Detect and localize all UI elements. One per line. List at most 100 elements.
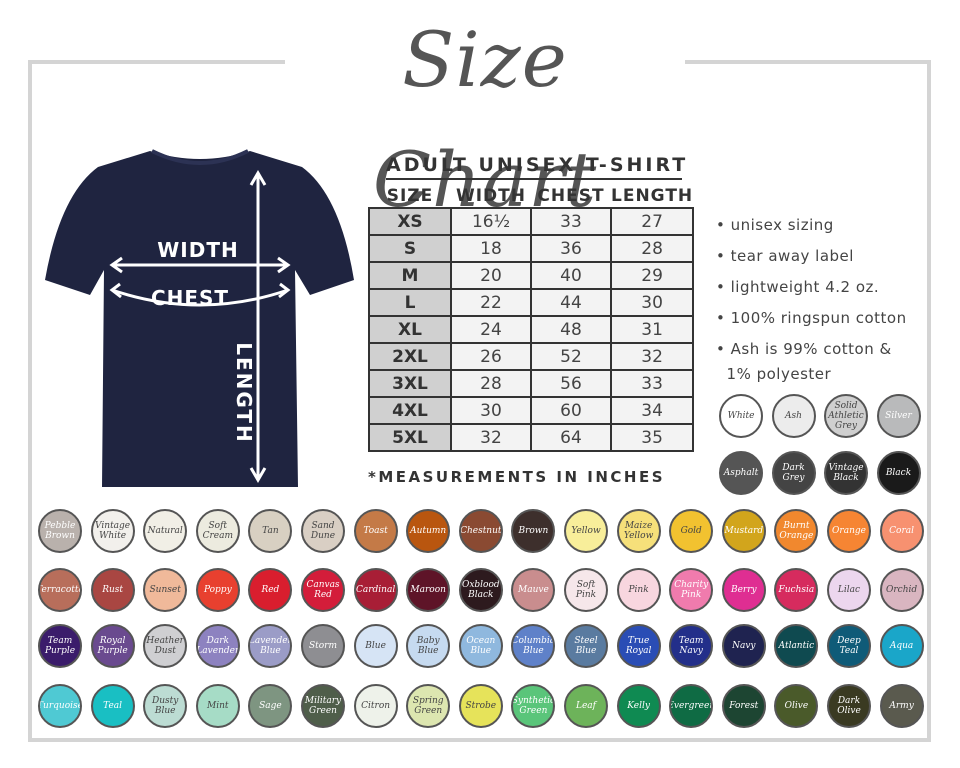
swatch-label: Mauve [517,585,549,595]
swatch-label: Poppy [203,585,232,595]
color-swatch: Soft Pink [564,568,608,612]
color-swatch: Dusty Blue [143,684,188,728]
measurement-cell: 22 [450,288,532,317]
measurement-cell: 60 [530,396,612,425]
color-swatch: Tan [248,509,293,553]
swatch-label: Mint [207,701,229,711]
color-swatch: Coral [879,509,924,553]
swatch-label: Citron [361,701,391,711]
swatch-label: Team Purple [44,636,76,656]
color-swatch: Asphalt [719,451,763,495]
swatch-label: Asphalt [723,468,759,478]
swatch-label: Strobe [465,701,497,711]
swatch-label: Forest [729,701,759,711]
color-swatch: Spring Green [406,684,451,728]
measurement-note: *MEASUREMENTS IN INCHES [368,468,665,486]
color-swatch: Baby Blue [406,624,451,668]
swatch-label: Coral [889,526,915,536]
swatch-label: Soft Pink [575,580,597,600]
swatch-label: Maize Yellow [623,521,654,541]
measurement-cell: 56 [530,369,612,398]
measurement-cell: 33 [609,369,695,398]
swatch-label: Terracotta [38,585,82,595]
swatch-label: Mustard [724,526,764,536]
color-swatch: Solid Athletic Grey [824,394,868,438]
swatch-label: Oxblood Black [461,580,500,600]
color-swatch: Blue [353,624,398,668]
measurement-cell: 52 [530,342,612,371]
color-swatch: Berry [721,568,766,612]
color-swatch: Toast [353,509,398,553]
swatch-label: Burnt Orange [779,521,814,541]
measurement-arrows [109,170,291,483]
measurement-cell: 35 [609,423,695,452]
swatch-label: Dark Grey [782,463,805,483]
color-swatch: Dark Grey [771,451,816,495]
swatch-label: Natural [147,526,183,536]
color-swatch: Sunset [143,568,188,612]
feature-item: • 100% ringspun cotton [716,309,907,327]
swatch-label: Dusty Blue [152,696,179,716]
color-swatch: Autumn [406,509,451,553]
color-swatch: Chestnut [458,509,503,553]
swatch-label: Cardinal [355,585,396,595]
table-row: 5XL 32 64 35 [368,423,695,452]
table-row: 2XL 26 52 32 [368,342,695,371]
tshirt-shape [45,151,354,487]
measurement-cell: 31 [609,315,695,344]
swatch-label: Chestnut [460,526,502,536]
color-swatch: Cardinal [353,568,398,612]
swatch-label: Rust [102,585,123,595]
swatch-label: Vintage White [95,521,131,541]
size-cell: M [368,261,452,290]
color-swatch: Citron [353,684,398,728]
swatch-label: Vintage Black [828,463,864,483]
swatch-label: Atlantic [778,641,815,651]
color-swatch: Pebble Brown [38,509,82,553]
color-swatch: Military Green [301,684,345,728]
table-row: S 18 36 28 [368,234,695,263]
column-header: WIDTH [455,186,526,206]
swatch-label: Sand Dune [310,521,336,541]
swatch-label: Steel Blue [574,636,598,656]
swatch-label: Blue [365,641,386,651]
color-swatch: Vintage White [90,509,135,553]
table-title: ADULT UNISEX T-SHIRT [386,154,685,180]
color-swatch: Team Navy [669,624,714,668]
color-swatch: Dark Lavender [195,624,240,668]
swatch-label: Black [885,468,912,478]
color-swatch: Steel Blue [564,624,608,668]
color-swatch: Olive [774,684,819,728]
color-swatch: Aqua [879,624,924,668]
length-label: LENGTH [232,342,256,444]
table-row: 3XL 28 56 33 [368,369,695,398]
measurement-cell: 34 [609,396,695,425]
swatch-label: Orange [832,526,866,536]
color-swatch: Charity Pink [669,568,714,612]
measurement-cell: 30 [609,288,695,317]
size-cell: 5XL [368,423,452,452]
measurement-cell: 26 [450,342,532,371]
column-header: SIZE [386,186,434,206]
measurement-cell: 28 [609,234,695,263]
table-header-row: SIZE WIDTH CHEST LENGTH [369,185,693,208]
width-label: WIDTH [157,238,238,262]
size-cell: S [368,234,452,263]
swatch-label: Sunset [149,585,181,595]
swatch-label: Dark Olive [837,696,861,716]
color-swatch: Brown [511,509,556,553]
measurement-cell: 24 [450,315,532,344]
color-swatch: Mustard [721,509,766,553]
color-swatch: Leaf [564,684,608,728]
color-swatch: Orchid [879,568,924,612]
swatch-label: Fuchsia [778,585,815,595]
measurement-cell: 20 [450,261,532,290]
column-header: CHEST [537,186,605,206]
swatch-label: Toast [363,526,388,536]
color-swatch: True Royal [616,624,661,668]
swatch-label: Sage [259,701,282,711]
color-swatch: Red [248,568,293,612]
swatch-label: Royal Purple [97,636,128,656]
color-swatch: Team Purple [38,624,82,668]
color-swatch: Ocean Blue [458,624,503,668]
